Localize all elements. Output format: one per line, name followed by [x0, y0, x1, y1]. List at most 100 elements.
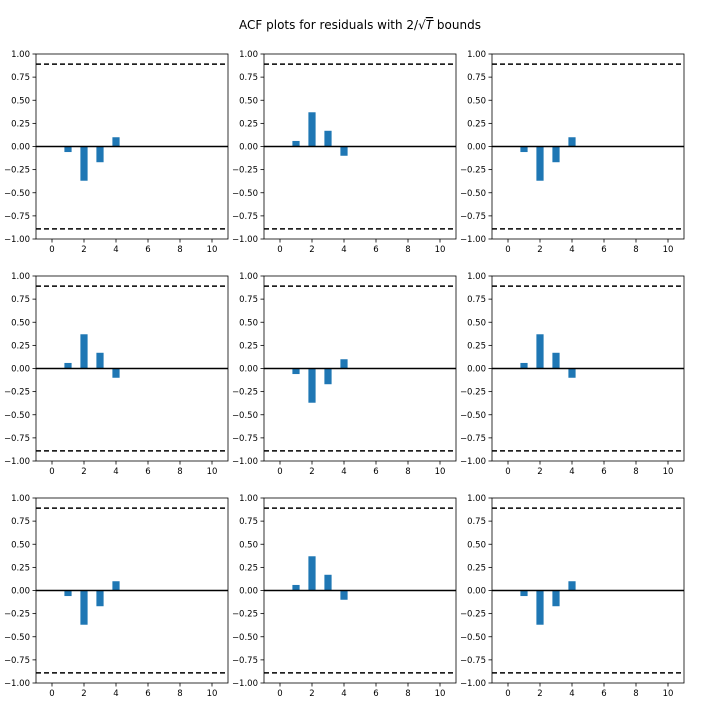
acf-bar	[292, 584, 300, 591]
y-tick-label: −0.25	[460, 166, 486, 176]
acf-panel-2: 1.00 0.75 0.50 0.25 0.00 −0.25 −0.50 −0.75 −1.00…	[232, 50, 457, 255]
x-tick-label: 0	[505, 689, 510, 699]
y-tick-label: −1.00	[232, 679, 258, 689]
y-tick-label: 0.25	[11, 341, 30, 351]
y-tick-label: 0.75	[467, 517, 486, 527]
y-tick-label: −1.00	[232, 457, 258, 467]
x-tick-label: 4	[113, 467, 118, 477]
y-tick-label: −0.50	[4, 189, 30, 199]
y-tick-label: 0.00	[11, 143, 30, 153]
acf-bar	[536, 334, 544, 369]
acf-bar	[324, 368, 332, 385]
y-tick-label: −0.25	[232, 610, 258, 620]
x-tick-label: 4	[113, 689, 118, 699]
x-tick-label: 8	[177, 689, 182, 699]
y-tick-label: 1.00	[239, 272, 258, 282]
acf-bar	[520, 146, 528, 153]
x-tick-label: 4	[569, 245, 574, 255]
acf-panel-6: 1.00 0.75 0.50 0.25 0.00 −0.25 −0.50 −0.75 −1.00…	[460, 272, 685, 477]
y-tick-label: 0.75	[467, 295, 486, 305]
acf-bar	[568, 368, 576, 378]
acf-panel-4: 1.00 0.75 0.50 0.25 0.00 −0.25 −0.50 −0.75 −1.00…	[4, 272, 229, 477]
y-tick-label: 0.25	[11, 563, 30, 573]
x-tick-label: 8	[405, 245, 410, 255]
x-tick-label: 10	[207, 467, 218, 477]
y-tick-label: −1.00	[4, 679, 30, 689]
y-tick-label: −0.50	[4, 633, 30, 643]
y-tick-label: 0.50	[239, 318, 258, 328]
x-tick-label: 4	[341, 467, 346, 477]
y-tick-label: 0.75	[239, 295, 258, 305]
x-tick-label: 4	[341, 689, 346, 699]
x-tick-label: 10	[207, 245, 218, 255]
y-tick-label: 0.00	[239, 365, 258, 375]
x-tick-label: 2	[537, 689, 542, 699]
y-tick-label: 0.25	[239, 563, 258, 573]
y-tick-label: 0.50	[11, 96, 30, 106]
title-prefix: ACF plots for residuals with 2/	[239, 18, 419, 32]
y-tick-label: −1.00	[232, 235, 258, 245]
x-tick-label: 6	[145, 245, 150, 255]
acf-bar	[536, 146, 544, 181]
y-tick-label: 0.25	[239, 119, 258, 129]
y-tick-label: −0.75	[232, 434, 258, 444]
y-tick-label: 0.50	[467, 540, 486, 550]
acf-panel-5: 1.00 0.75 0.50 0.25 0.00 −0.25 −0.50 −0.75 −1.00…	[232, 272, 457, 477]
x-tick-label: 8	[177, 245, 182, 255]
x-tick-label: 6	[145, 689, 150, 699]
acf-bar	[64, 590, 72, 597]
y-tick-label: −0.25	[4, 166, 30, 176]
y-tick-label: −0.50	[460, 189, 486, 199]
y-tick-label: −0.75	[4, 656, 30, 666]
acf-bar	[324, 130, 332, 147]
x-tick-label: 2	[81, 689, 86, 699]
x-tick-label: 8	[405, 467, 410, 477]
y-tick-label: −0.75	[460, 656, 486, 666]
acf-bar	[552, 590, 560, 607]
x-tick-label: 10	[663, 467, 674, 477]
figure-title: ACF plots for residuals with 2/√T bounds	[239, 18, 481, 32]
x-tick-label: 6	[601, 245, 606, 255]
y-tick-label: 0.25	[467, 341, 486, 351]
y-tick-label: −1.00	[460, 679, 486, 689]
y-tick-label: 0.25	[11, 119, 30, 129]
x-tick-label: 10	[207, 689, 218, 699]
acf-bar	[520, 362, 528, 369]
x-tick-label: 0	[505, 467, 510, 477]
y-tick-label: 0.00	[467, 587, 486, 597]
x-tick-label: 6	[145, 467, 150, 477]
acf-panel-8: 1.00 0.75 0.50 0.25 0.00 −0.25 −0.50 −0.75 −1.00…	[232, 494, 457, 699]
x-tick-label: 2	[309, 245, 314, 255]
x-tick-label: 6	[373, 467, 378, 477]
acf-bar	[96, 146, 104, 163]
x-tick-label: 2	[309, 689, 314, 699]
x-tick-label: 2	[81, 467, 86, 477]
acf-panels-grid: 1.00 0.75 0.50 0.25 0.00 −0.25 −0.50 −0.75 −1.00…	[4, 50, 685, 699]
y-tick-label: 1.00	[467, 494, 486, 504]
x-tick-label: 10	[663, 245, 674, 255]
x-tick-label: 0	[277, 245, 282, 255]
y-tick-label: 0.50	[11, 540, 30, 550]
acf-panel-7: 1.00 0.75 0.50 0.25 0.00 −0.25 −0.50 −0.75 −1.00…	[4, 494, 229, 699]
x-tick-label: 0	[505, 245, 510, 255]
y-tick-label: 0.75	[11, 295, 30, 305]
y-tick-label: 0.00	[11, 587, 30, 597]
acf-bar	[80, 334, 88, 369]
y-tick-label: 1.00	[11, 494, 30, 504]
x-tick-label: 0	[49, 689, 54, 699]
y-tick-label: 0.00	[239, 143, 258, 153]
acf-bar	[340, 590, 348, 600]
acf-bar	[520, 590, 528, 597]
x-tick-label: 4	[569, 467, 574, 477]
y-tick-label: 0.75	[239, 73, 258, 83]
y-tick-label: 1.00	[11, 272, 30, 282]
acf-bar	[80, 590, 88, 625]
y-tick-label: −1.00	[4, 235, 30, 245]
y-tick-label: 0.00	[467, 365, 486, 375]
y-tick-label: −0.25	[232, 388, 258, 398]
acf-bar	[568, 137, 576, 147]
y-tick-label: 0.25	[239, 341, 258, 351]
y-tick-label: −0.75	[232, 212, 258, 222]
y-tick-label: −1.00	[460, 457, 486, 467]
